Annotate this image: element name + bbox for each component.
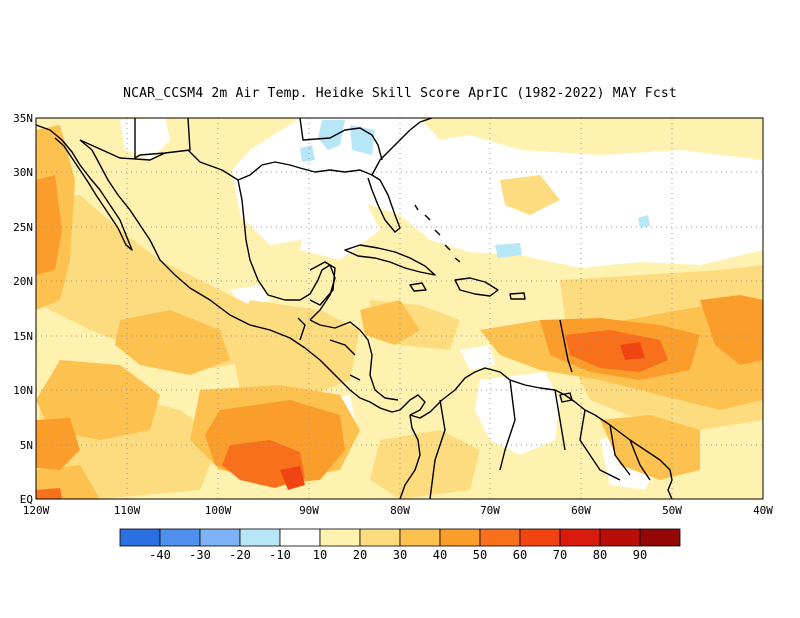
lon-label: 80W [390,504,410,517]
colorbar-label: -30 [189,548,211,562]
colorbar-swatch [479,528,521,547]
skill-60-70-regions [280,342,645,490]
colorbar-swatch [119,528,161,547]
map-field [36,118,763,499]
colorbar-swatch [599,528,641,547]
colorbar-swatch [359,528,401,547]
colorbar [119,528,681,547]
colorbar-label: 90 [633,548,647,562]
colorbar-label: 40 [433,548,447,562]
colorbar-swatch [559,528,601,547]
negative-skill-regions [300,120,650,258]
colorbar-swatch [159,528,201,547]
colorbar-label: 60 [513,548,527,562]
colorbar-swatch [399,528,441,547]
lat-label: 35N [13,112,33,125]
map-gridlines [36,118,763,499]
colorbar-label: 20 [353,548,367,562]
colorbar-label: -10 [269,548,291,562]
colorbar-swatch [439,528,481,547]
latitude-labels: 35N 30N 25N 20N 15N 10N 5N EQ [13,112,33,506]
colorbar-swatch [239,528,281,547]
lon-label: 50W [662,504,682,517]
colorbar-label: 70 [553,548,567,562]
lat-label: 5N [20,439,33,452]
chart-title: NCAR_CCSM4 2m Air Temp. Heidke Skill Sco… [123,86,677,101]
coastlines [36,118,673,499]
lat-label: 20N [13,275,33,288]
lon-label: 60W [571,504,591,517]
colorbar-swatch [639,528,681,547]
lon-label: 100W [205,504,232,517]
lon-label: 70W [480,504,500,517]
colorbar-label: 30 [393,548,407,562]
lat-label: EQ [20,493,33,506]
colorbar-swatch [519,528,561,547]
lat-label: 15N [13,330,33,343]
colorbar-labels: -40 -30 -20 -10 10 20 30 40 50 60 70 80 90 [149,548,647,562]
longitude-labels: 120W 110W 100W 90W 80W 70W 60W 50W 40W [23,504,774,517]
colorbar-label: 10 [313,548,327,562]
lat-label: 10N [13,384,33,397]
lat-label: 30N [13,166,33,179]
lon-label: 40W [753,504,773,517]
plot-frame [35,117,764,500]
colorbar-swatch [319,528,361,547]
colorbar-label: -40 [149,548,171,562]
colorbar-swatch [199,528,241,547]
lon-label: 120W [23,504,50,517]
colorbar-label: -20 [229,548,251,562]
colorbar-label: 50 [473,548,487,562]
colorbar-label: 80 [593,548,607,562]
lon-label: 90W [299,504,319,517]
colorbar-swatch [279,528,321,547]
lat-label: 25N [13,221,33,234]
lon-label: 110W [114,504,141,517]
